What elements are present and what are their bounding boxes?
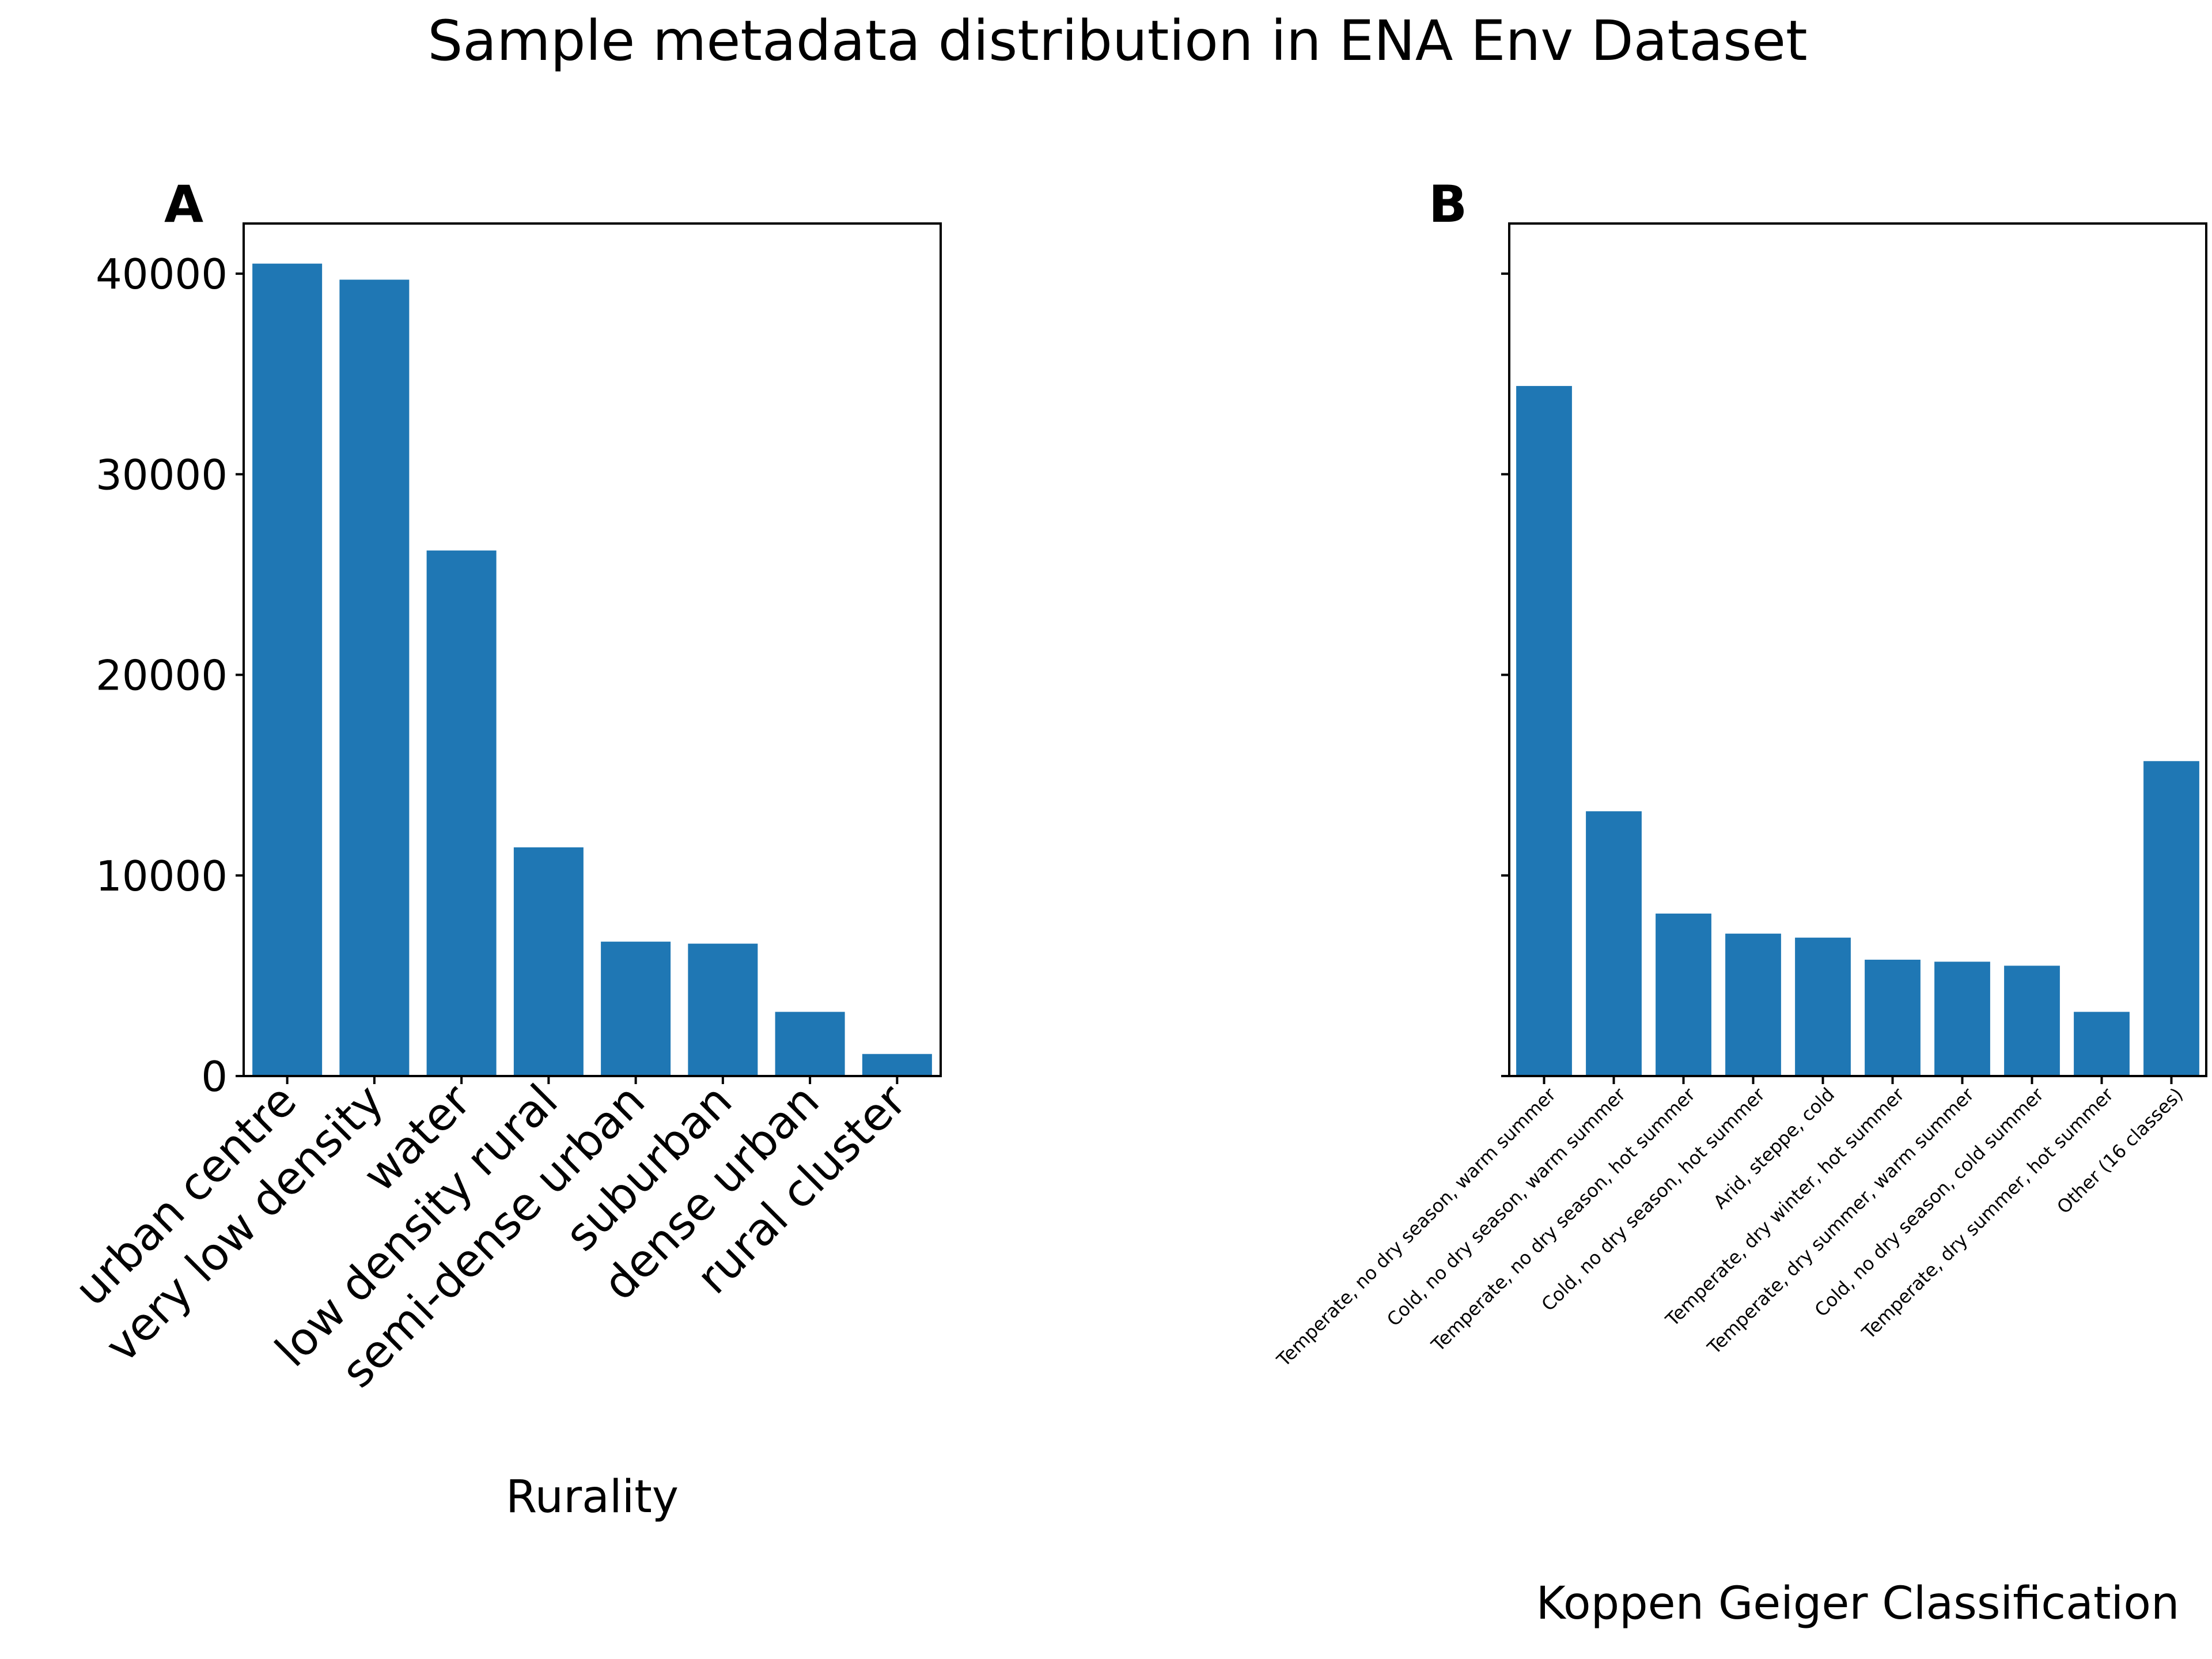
bar-b-4 <box>1725 933 1781 1076</box>
xaxis-label-b: Koppen Geiger Classification <box>1536 1578 2180 1630</box>
bar-a-6 <box>688 944 758 1076</box>
bar-b-9 <box>2074 1012 2130 1076</box>
bar-a-8 <box>862 1054 932 1076</box>
bar-b-7 <box>1934 961 1990 1076</box>
bar-b-6 <box>1865 960 1921 1076</box>
bar-a-1 <box>252 263 323 1076</box>
bar-b-3 <box>1656 913 1711 1076</box>
axes-frame-b <box>1508 222 2207 1077</box>
xaxis-label-a: Rurality <box>506 1471 679 1523</box>
bar-b-1 <box>1516 386 1572 1077</box>
bar-a-3 <box>426 550 497 1076</box>
ytick-label-a-3: 30000 <box>96 450 228 499</box>
ytick-label-a-1: 10000 <box>96 852 228 900</box>
bar-b-10 <box>2143 761 2199 1076</box>
ytick-label-a-2: 20000 <box>96 652 228 700</box>
bar-a-7 <box>775 1012 845 1076</box>
ytick-label-a-0: 0 <box>201 1052 228 1101</box>
bar-a-4 <box>513 847 584 1076</box>
figure-title: Sample metadata distribution in ENA Env … <box>427 9 1807 73</box>
bar-b-2 <box>1586 811 1642 1076</box>
bar-a-5 <box>601 941 671 1076</box>
panel-letter-b: B <box>1429 175 1467 234</box>
bar-a-2 <box>339 279 410 1077</box>
bar-b-8 <box>2004 965 2060 1076</box>
bar-b-5 <box>1795 937 1851 1076</box>
ytick-label-a-4: 40000 <box>96 250 228 298</box>
panel-letter-a: A <box>164 175 203 234</box>
axes-frame-a <box>243 222 942 1077</box>
